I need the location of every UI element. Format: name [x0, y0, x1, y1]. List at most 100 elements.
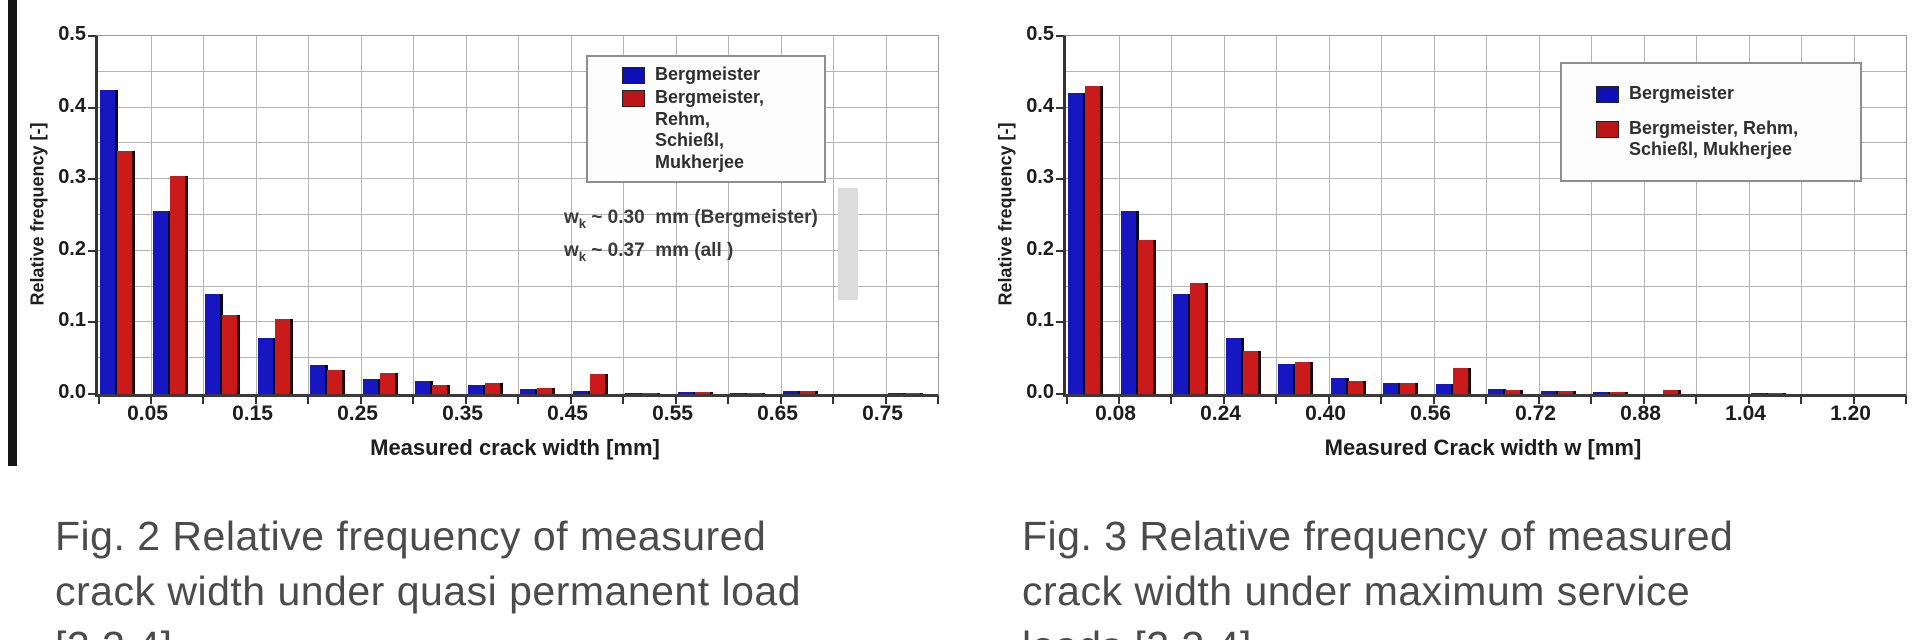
- gridline-vertical: [885, 36, 887, 394]
- x-axis-tick: [884, 397, 887, 404]
- annotation-line: wk ~ 0.37 mm (all ): [564, 237, 818, 270]
- x-axis-tick: [569, 397, 572, 404]
- bar-blue: [257, 338, 276, 394]
- gridline-vertical: [203, 36, 204, 394]
- x-tick-label: 1.04: [1725, 402, 1766, 425]
- bar-red: [1505, 390, 1523, 394]
- y-axis-tick: [1056, 178, 1063, 181]
- x-axis-tick: [254, 397, 257, 404]
- y-axis-title: Relative frequency [-]: [27, 122, 48, 306]
- gridline-vertical: [1433, 36, 1435, 394]
- legend: Bergmeister Bergmeister, Rehm, Schießl, M…: [586, 55, 826, 183]
- x-axis-tick: [779, 397, 782, 404]
- legend-label: Bergmeister, Rehm, Schießl, Mukherjee: [1629, 117, 1799, 160]
- y-axis-tick: [88, 321, 95, 324]
- x-axis-tick: [1537, 397, 1540, 404]
- y-tick-label: 0.3: [1026, 166, 1054, 189]
- x-axis-tick: [1800, 397, 1802, 404]
- y-axis-tick: [88, 393, 95, 395]
- x-axis-tick: [1695, 397, 1697, 404]
- gridline-vertical: [1328, 36, 1330, 394]
- gridline-vertical: [1171, 36, 1172, 394]
- y-axis-title: Relative frequency [-]: [995, 122, 1016, 306]
- bar-blue: [415, 381, 433, 394]
- bar-blue: [730, 392, 748, 394]
- y-tick-label: 0.5: [58, 23, 86, 45]
- bar-blue: [1173, 293, 1191, 394]
- bar-blue: [1120, 211, 1139, 394]
- legend-item: Bergmeister: [1596, 83, 1854, 105]
- gridline-vertical: [1118, 36, 1120, 394]
- y-tick-label: 0.5: [1026, 23, 1054, 45]
- x-tick-label: 0.65: [757, 402, 798, 425]
- x-tick-label: 0.15: [232, 402, 273, 425]
- y-axis-tick: [88, 106, 95, 109]
- x-axis-tick: [832, 397, 834, 404]
- bar-red: [694, 391, 713, 394]
- gridline-vertical: [623, 36, 624, 394]
- legend-item: Bergmeister, Rehm, Schießl, Mukherjee: [1596, 118, 1854, 161]
- gridline-vertical: [780, 36, 782, 394]
- bar-blue: [1540, 391, 1559, 394]
- fig2-caption: Fig. 2 Relative frequency of measured cr…: [55, 513, 802, 640]
- gridline-vertical: [833, 36, 834, 394]
- x-axis-tick: [937, 397, 939, 404]
- x-axis-tick: [1432, 397, 1435, 404]
- y-tick-label: 0.0: [1026, 381, 1054, 403]
- bar-blue: [152, 211, 171, 394]
- y-tick-label: 0.0: [58, 381, 86, 403]
- y-tick-label: 0.2: [1026, 237, 1054, 260]
- x-axis-title: Measured crack width [mm]: [370, 435, 660, 460]
- x-axis-tick: [359, 397, 362, 404]
- x-axis-tick: [1327, 397, 1330, 404]
- bar-red: [1347, 381, 1366, 394]
- x-axis-tick: [1905, 397, 1907, 404]
- bar-red: [1452, 368, 1471, 394]
- bar-red: [169, 175, 188, 394]
- gridline-vertical: [1381, 36, 1382, 394]
- gridline-vertical: [1276, 36, 1277, 394]
- bar-blue: [520, 389, 538, 394]
- x-axis-tick: [1852, 397, 1855, 404]
- x-axis-tick: [517, 397, 519, 404]
- legend-label: Bergmeister: [1629, 83, 1735, 104]
- legend-label: Bergmeister, Rehm, Schießl, Mukherjee: [655, 87, 765, 173]
- annotation-subscript: k: [578, 215, 587, 231]
- bar-red: [1242, 351, 1261, 394]
- gridline-vertical: [1748, 36, 1750, 394]
- bar-blue: [467, 384, 486, 394]
- y-tick-label: 0.3: [58, 166, 86, 189]
- x-axis-tick: [1066, 397, 1068, 404]
- bar-red: [1767, 392, 1786, 394]
- bar-blue: [1750, 392, 1769, 394]
- x-tick-label: 0.25: [337, 402, 378, 425]
- bar-blue: [625, 392, 643, 394]
- legend-color-swatch-blue: [1596, 86, 1619, 104]
- gridline-vertical: [518, 36, 519, 394]
- x-axis-tick: [1117, 397, 1120, 404]
- y-tick-label: 0.1: [58, 309, 86, 332]
- bar-red: [1137, 240, 1156, 394]
- x-tick-label: 0.40: [1305, 402, 1346, 425]
- legend-item: Bergmeister, Rehm, Schießl, Mukherjee: [622, 87, 818, 173]
- annotation-variable: w: [564, 207, 579, 228]
- x-axis-tick: [1380, 397, 1382, 404]
- bar-red: [117, 150, 135, 394]
- y-axis-tick: [1056, 106, 1063, 109]
- gridline-vertical: [150, 36, 152, 394]
- x-axis-tick: [1642, 397, 1645, 404]
- x-tick-label: 0.45: [547, 402, 588, 425]
- gridline-vertical: [465, 36, 467, 394]
- x-axis-tick: [1222, 397, 1225, 404]
- legend-color-swatch-blue: [622, 67, 645, 85]
- x-tick-label: 0.35: [442, 402, 483, 425]
- bar-blue: [1225, 338, 1244, 394]
- bar-blue: [310, 365, 328, 394]
- gridline-vertical: [360, 36, 362, 394]
- bar-blue: [1068, 93, 1086, 394]
- bar-red: [327, 370, 345, 394]
- x-axis-title: Measured Crack width w [mm]: [1324, 435, 1642, 460]
- x-axis-tick: [464, 397, 467, 404]
- gridline-vertical: [255, 36, 257, 394]
- y-axis-tick: [88, 178, 95, 181]
